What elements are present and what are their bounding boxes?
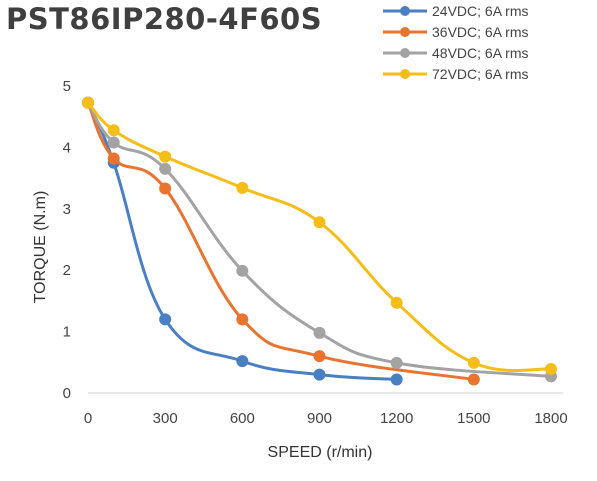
data-point <box>159 150 172 163</box>
legend-label: 24VDC; 6A rms <box>432 3 528 19</box>
data-point <box>236 355 249 368</box>
x-tick-label: 600 <box>230 410 255 427</box>
data-point <box>236 181 249 194</box>
y-tick-label: 1 <box>63 324 71 341</box>
y-tick-label: 3 <box>63 201 71 218</box>
series-line <box>86 101 476 381</box>
chart-title: PST86IP280-4F60S <box>6 2 323 36</box>
series-layer <box>82 96 557 386</box>
x-axis-label: SPEED (r/min) <box>268 444 373 461</box>
y-tick-label: 2 <box>63 262 71 279</box>
legend-label: 36VDC; 6A rms <box>432 24 528 40</box>
legend: 24VDC; 6A rms 36VDC; 6A rms 48VDC; 6A rms 7… <box>383 3 528 82</box>
data-point <box>545 363 557 376</box>
legend-item: 36VDC; 6A rms <box>383 24 528 40</box>
series-line <box>86 101 553 378</box>
legend-label: 48VDC; 6A rms <box>432 45 528 61</box>
data-point <box>236 313 249 326</box>
legend-swatch-marker <box>400 6 410 16</box>
data-point <box>313 216 326 229</box>
data-point <box>236 264 249 277</box>
data-point <box>107 152 120 165</box>
data-point <box>313 368 326 381</box>
y-tick-label: 4 <box>63 139 71 156</box>
legend-item: 72VDC; 6A rms <box>383 66 528 82</box>
data-point <box>390 296 403 309</box>
legend-label: 72VDC; 6A rms <box>432 66 528 82</box>
legend-item: 48VDC; 6A rms <box>383 45 528 61</box>
data-point <box>467 373 480 386</box>
x-tick-label: 1500 <box>457 410 490 427</box>
data-point <box>467 356 480 369</box>
axes: 0 300 600 900 1200 1500 1800 0 1 2 3 4 5 <box>63 78 568 427</box>
legend-swatch-marker <box>400 48 410 58</box>
data-point <box>107 124 120 137</box>
data-point <box>390 373 403 386</box>
y-tick-label: 5 <box>63 78 71 95</box>
data-point <box>390 356 403 369</box>
data-point <box>82 96 94 109</box>
x-tick-label: 1200 <box>380 410 413 427</box>
series-1 <box>82 96 480 386</box>
data-point <box>159 162 172 175</box>
legend-item: 24VDC; 6A rms <box>383 3 528 19</box>
x-tick-label: 0 <box>84 410 92 427</box>
x-tick-label: 900 <box>307 410 332 427</box>
legend-swatch-marker <box>400 69 410 79</box>
y-tick-label: 0 <box>63 385 71 402</box>
data-point <box>107 136 120 149</box>
y-axis-label: TORQUE (N.m) <box>32 191 49 304</box>
series-3 <box>82 96 557 376</box>
series-2 <box>82 96 557 383</box>
data-point <box>313 350 326 363</box>
data-point <box>159 182 172 195</box>
x-tick-label: 300 <box>153 410 178 427</box>
data-point <box>313 326 326 339</box>
legend-swatch-marker <box>400 27 410 37</box>
data-point <box>159 313 172 326</box>
x-tick-label: 1800 <box>534 410 567 427</box>
